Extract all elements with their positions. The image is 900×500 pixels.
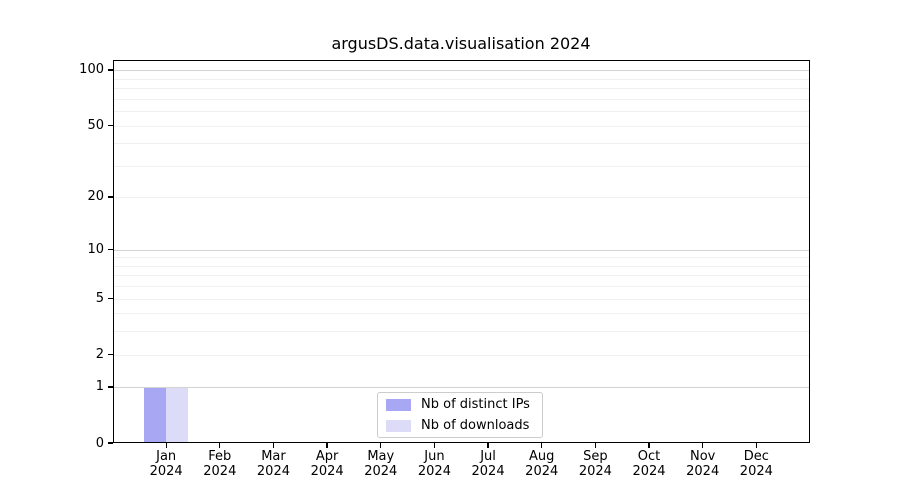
legend-label-downloads: Nb of downloads	[421, 418, 530, 433]
y-gridline-minor	[113, 257, 809, 259]
bar-distinct-ips-jan	[143, 387, 166, 442]
y-gridline-major	[113, 249, 809, 251]
x-tick-label-month: Jul	[480, 449, 496, 464]
bar-downloads-jan	[165, 387, 188, 442]
y-gridline-minor	[113, 125, 809, 127]
x-tick-label-month: Feb	[208, 449, 232, 464]
x-axis-tick	[648, 443, 650, 448]
x-tick-label-month: Jun	[424, 449, 445, 464]
y-gridline-minor	[113, 78, 809, 80]
legend-item-distinct-ips: Nb of distinct IPs	[386, 394, 534, 415]
y-gridline-minor	[113, 98, 809, 100]
y-gridline-minor	[113, 298, 809, 300]
x-tick-label-year: 2024	[417, 464, 451, 479]
y-gridline-minor	[113, 165, 809, 167]
x-tick-label: Jan 2024	[131, 449, 201, 479]
x-axis-tick	[702, 443, 704, 448]
x-axis-tick	[755, 443, 757, 448]
chart-title: argusDS.data.visualisation 2024	[331, 34, 591, 53]
y-axis-tick	[107, 386, 113, 388]
x-tick-label: Apr 2024	[292, 449, 362, 479]
x-tick-label-year: 2024	[632, 464, 666, 479]
x-tick-label: Mar 2024	[238, 449, 308, 479]
y-gridline-minor	[113, 286, 809, 288]
x-tick-label: Nov 2024	[668, 449, 738, 479]
x-tick-label-month: Mar	[261, 449, 286, 464]
y-axis-tick	[107, 124, 113, 126]
y-axis-tick	[107, 248, 113, 250]
x-tick-label-month: Dec	[743, 449, 769, 464]
x-axis-tick	[380, 443, 382, 448]
legend-swatch-downloads	[386, 419, 411, 432]
y-tick-label: 0	[95, 435, 104, 451]
y-gridline-minor	[113, 331, 809, 333]
legend-item-downloads: Nb of downloads	[386, 415, 534, 436]
x-tick-label-year: 2024	[256, 464, 290, 479]
x-tick-label-year: 2024	[364, 464, 398, 479]
x-axis-tick	[541, 443, 543, 448]
legend: Nb of distinct IPs Nb of downloads	[377, 392, 543, 438]
y-axis-tick	[107, 353, 113, 355]
x-tick-label: Jun 2024	[399, 449, 469, 479]
plot-area	[112, 60, 810, 443]
x-tick-label-year: 2024	[686, 464, 720, 479]
x-axis-tick	[433, 443, 436, 448]
x-tick-label-month: Nov	[690, 449, 716, 464]
y-axis-tick	[107, 196, 113, 198]
x-axis-tick	[326, 443, 328, 448]
x-axis-tick	[165, 443, 167, 448]
x-tick-label-month: Jan	[156, 449, 177, 464]
x-tick-label: Dec 2024	[721, 449, 791, 479]
x-tick-label-year: 2024	[149, 464, 183, 479]
y-tick-label: 1	[95, 379, 104, 395]
x-tick-label-year: 2024	[525, 464, 559, 479]
legend-swatch-distinct-ips	[386, 398, 411, 411]
y-tick-label: 20	[87, 189, 104, 205]
y-gridline-minor	[113, 111, 809, 113]
y-gridline-minor	[113, 354, 809, 356]
x-tick-label: Oct 2024	[614, 449, 684, 479]
x-tick-label-year: 2024	[471, 464, 505, 479]
y-gridline-minor	[113, 313, 809, 315]
x-tick-label: Aug 2024	[507, 449, 577, 479]
x-tick-label-month: Oct	[637, 449, 661, 464]
x-tick-label: Jul 2024	[453, 449, 523, 479]
y-tick-label: 2	[95, 346, 104, 362]
y-gridline-minor	[113, 143, 809, 145]
x-axis-tick	[272, 443, 275, 448]
legend-label-distinct-ips: Nb of distinct IPs	[421, 397, 530, 412]
x-tick-label-year: 2024	[578, 464, 612, 479]
x-tick-label: Sep 2024	[560, 449, 630, 479]
y-axis-tick	[107, 297, 113, 299]
x-tick-label-month: Aug	[529, 449, 555, 464]
x-axis-tick	[487, 443, 489, 448]
x-axis-tick	[594, 443, 597, 448]
y-gridline-minor	[113, 88, 809, 90]
y-tick-label: 10	[87, 241, 104, 257]
x-tick-label: May 2024	[346, 449, 416, 479]
x-tick-label: Feb 2024	[185, 449, 255, 479]
y-gridline-minor	[113, 265, 809, 267]
y-axis-tick	[107, 69, 113, 71]
y-gridline-minor	[113, 197, 809, 199]
y-gridline-minor	[113, 275, 809, 277]
x-tick-label-month: Sep	[583, 449, 608, 464]
x-tick-label-year: 2024	[739, 464, 773, 479]
x-tick-label-month: May	[367, 449, 395, 464]
y-tick-label: 100	[79, 62, 104, 78]
y-tick-label: 50	[87, 117, 104, 133]
x-tick-label-month: Apr	[315, 449, 339, 464]
y-gridline-major	[113, 387, 809, 389]
x-tick-label-year: 2024	[203, 464, 237, 479]
y-gridline-major	[113, 70, 809, 72]
x-tick-label-year: 2024	[310, 464, 344, 479]
x-axis-tick	[219, 443, 221, 448]
y-axis-tick	[107, 442, 113, 444]
y-tick-label: 5	[95, 290, 104, 306]
